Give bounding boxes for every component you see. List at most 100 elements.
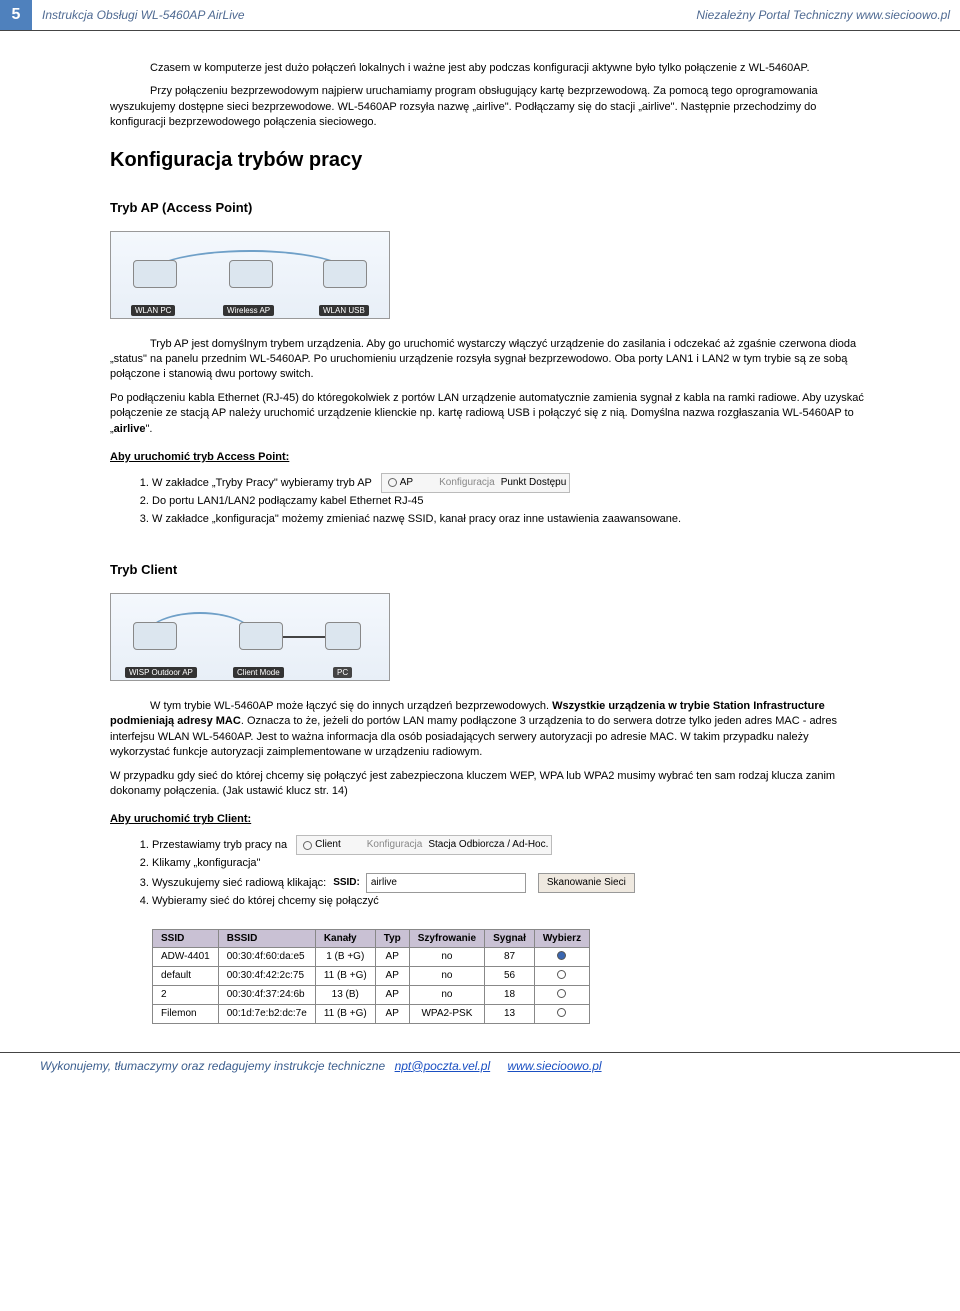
cell-sel[interactable] [534,985,589,1004]
cell-ch: 11 (B +G) [315,1004,375,1023]
cell-ssid: ADW-4401 [153,947,219,966]
cell-typ: AP [375,947,409,966]
cell-bssid: 00:30:4f:60:da:e5 [218,947,315,966]
ap-diagram: WLAN PC Wireless AP WLAN USB [110,231,390,319]
ap-p2-c: ". [145,423,152,435]
ap-step-1-text: W zakładce „Tryby Pracy" wybieramy tryb … [152,477,372,489]
cell-bssid: 00:30:4f:37:24:6b [218,985,315,1004]
client-radio-option: Client [315,837,341,853]
client-diagram-label-0: WISP Outdoor AP [125,667,197,678]
footer-text: Wykonujemy, tłumaczymy oraz redagujemy i… [40,1059,385,1073]
content: Czasem w komputerze jest dużo połączeń l… [0,61,960,1024]
cell-bssid: 00:30:4f:42:2c:75 [218,966,315,985]
select-radio-icon[interactable] [557,1008,566,1017]
cell-ssid: 2 [153,985,219,1004]
ap-title: Tryb AP (Access Point) [110,200,870,215]
ap-p2: Po podłączeniu kabla Ethernet (RJ-45) do… [110,391,870,437]
cell-enc: no [409,947,484,966]
ap-step-1: W zakładce „Tryby Pracy" wybieramy tryb … [152,473,870,493]
client-radio-widget[interactable]: Client Konfiguracja Stacja Odbiorcza / A… [296,835,552,855]
header-right: Niezależny Portal Techniczny www.siecioo… [696,8,950,22]
ssid-field[interactable]: airlive [366,873,526,893]
client-diagram-label-1: Client Mode [233,667,284,678]
table-row: ADW-440100:30:4f:60:da:e51 (B +G)APno87 [153,947,590,966]
ap-diagram-node-right [323,260,367,288]
th-ssid: SSID [153,929,219,947]
scan-table: SSID BSSID Kanały Typ Szyfrowanie Sygnał… [152,929,590,1024]
select-radio-icon[interactable] [557,989,566,998]
select-radio-icon[interactable] [557,970,566,979]
client-step-1-text: Przestawiamy tryb pracy na [152,839,287,851]
header-titles: Instrukcja Obsługi WL-5460AP AirLive Nie… [32,0,960,30]
cell-ch: 11 (B +G) [315,966,375,985]
table-row: Filemon00:1d:7e:b2:dc:7e11 (B +G)APWPA2-… [153,1004,590,1023]
client-diagram-node-left [133,622,177,650]
ap-radio-option: AP [400,475,413,491]
cell-ch: 13 (B) [315,985,375,1004]
cell-typ: AP [375,1004,409,1023]
cell-sel[interactable] [534,1004,589,1023]
ap-radio-widget[interactable]: AP Konfiguracja Punkt Dostępu [381,473,571,493]
client-step-1: Przestawiamy tryb pracy na Client Konfig… [152,835,870,855]
table-row: 200:30:4f:37:24:6b13 (B)APno18 [153,985,590,1004]
client-radio-link1[interactable]: Konfiguracja [367,837,423,853]
client-step-3-text: Wyszukujemy sieć radiową klikając: [152,877,326,889]
footer-site[interactable]: www.siecioowo.pl [508,1059,602,1073]
client-diagram-node-mid [239,622,283,650]
th-typ: Typ [375,929,409,947]
footer-email[interactable]: npt@poczta.vel.pl [395,1059,491,1073]
client-steps: Przestawiamy tryb pracy na Client Konfig… [152,835,870,910]
header-left: Instrukcja Obsługi WL-5460AP AirLive [42,8,245,22]
ap-radio-link2[interactable]: Punkt Dostępu [501,475,567,491]
scan-button[interactable]: Skanowanie Sieci [538,873,635,893]
section-title: Konfiguracja trybów pracy [110,149,870,172]
cell-sel[interactable] [534,966,589,985]
client-step-3: Wyszukujemy sieć radiową klikając: SSID:… [152,873,870,893]
cell-typ: AP [375,985,409,1004]
ap-step-2: Do portu LAN1/LAN2 podłączamy kabel Ethe… [152,493,870,511]
th-bssid: BSSID [218,929,315,947]
cell-ssid: Filemon [153,1004,219,1023]
ap-howto-title: Aby uruchomić tryb Access Point: [110,451,870,463]
client-p1-a: W tym trybie WL-5460AP może łączyć się d… [150,700,552,712]
page-number-box: 5 [0,0,32,30]
ap-p1: Tryb AP jest domyślnym trybem urządzenia… [110,337,870,383]
page-header: 5 Instrukcja Obsługi WL-5460AP AirLive N… [0,0,960,31]
th-sig: Sygnał [485,929,535,947]
intro-p1: Czasem w komputerze jest dużo połączeń l… [110,61,870,76]
cell-sig: 56 [485,966,535,985]
client-radio-link2[interactable]: Stacja Odbiorcza / Ad-Hoc. [428,837,548,853]
ap-p2-b: airlive [114,423,146,435]
select-radio-icon[interactable] [557,951,566,960]
table-row: default00:30:4f:42:2c:7511 (B +G)APno56 [153,966,590,985]
scan-table-header-row: SSID BSSID Kanały Typ Szyfrowanie Sygnał… [153,929,590,947]
client-diagram: WISP Outdoor AP Client Mode PC [110,593,390,681]
ap-diagram-label-0: WLAN PC [131,305,175,316]
ap-diagram-label-2: WLAN USB [319,305,369,316]
client-p1: W tym trybie WL-5460AP może łączyć się d… [110,699,870,761]
th-ch: Kanały [315,929,375,947]
cell-enc: no [409,985,484,1004]
client-p2: W przypadku gdy sieć do której chcemy si… [110,769,870,800]
cell-ssid: default [153,966,219,985]
th-sel: Wybierz [534,929,589,947]
intro-p2: Przy połączeniu bezprzewodowym najpierw … [110,84,870,130]
ap-steps: W zakładce „Tryby Pracy" wybieramy tryb … [152,473,870,528]
cell-sel[interactable] [534,947,589,966]
radio-icon[interactable] [388,478,397,487]
cell-bssid: 00:1d:7e:b2:dc:7e [218,1004,315,1023]
radio-icon[interactable] [303,841,312,850]
cell-enc: no [409,966,484,985]
cell-sig: 87 [485,947,535,966]
client-step-2: Klikamy „konfiguracja" [152,855,870,873]
ap-diagram-node-left [133,260,177,288]
client-title: Tryb Client [110,562,870,577]
ap-p2-a: Po podłączeniu kabla Ethernet (RJ-45) do… [110,392,864,435]
cell-enc: WPA2-PSK [409,1004,484,1023]
ap-step-3: W zakładce „konfiguracja" możemy zmienia… [152,511,870,529]
footer: Wykonujemy, tłumaczymy oraz redagujemy i… [0,1052,960,1083]
ap-radio-link1[interactable]: Konfiguracja [439,475,495,491]
ssid-widget: SSID: airlive Skanowanie Sieci [333,873,635,893]
th-enc: Szyfrowanie [409,929,484,947]
ssid-label: SSID: [333,875,360,891]
